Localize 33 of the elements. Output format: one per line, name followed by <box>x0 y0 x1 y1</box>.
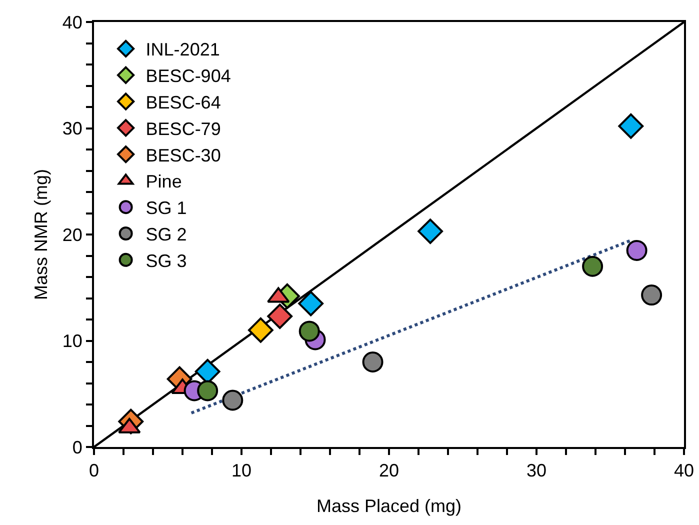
x-tick-label: 20 <box>378 460 400 481</box>
legend-label: BESC-30 <box>146 145 221 166</box>
point <box>248 317 274 343</box>
point <box>618 113 644 139</box>
point <box>582 256 604 277</box>
x-axis-title: Mass Placed (mg) <box>316 496 462 516</box>
point <box>197 380 218 402</box>
point <box>267 304 293 330</box>
point <box>418 218 443 244</box>
legend-label: INL-2021 <box>146 40 220 60</box>
point <box>222 390 244 411</box>
y-tick-label: 20 <box>62 224 82 245</box>
x-tick-label: 10 <box>231 460 252 481</box>
point <box>641 284 662 306</box>
point <box>298 290 324 316</box>
legend-label: Pine <box>146 172 182 192</box>
y-tick-label: 30 <box>62 118 82 139</box>
point <box>362 352 384 372</box>
y-tick-label: 0 <box>72 437 82 458</box>
y-tick-label: 40 <box>62 12 82 32</box>
legend-label: BESC-79 <box>146 118 221 139</box>
y-axis-title: Mass NMR (mg) <box>31 169 51 300</box>
legend-label: SG 1 <box>146 198 187 218</box>
legend-label: BESC-904 <box>146 66 231 86</box>
x-tick-label: 30 <box>526 460 547 481</box>
legend-label: SG 2 <box>146 224 187 245</box>
point <box>298 320 320 342</box>
y-tick-label: 10 <box>62 331 82 352</box>
point <box>626 240 648 261</box>
x-tick-label: 40 <box>674 460 694 481</box>
legend-label: BESC-64 <box>146 92 221 113</box>
legend-label: SG 3 <box>146 250 187 271</box>
x-tick-label: 0 <box>88 460 100 481</box>
